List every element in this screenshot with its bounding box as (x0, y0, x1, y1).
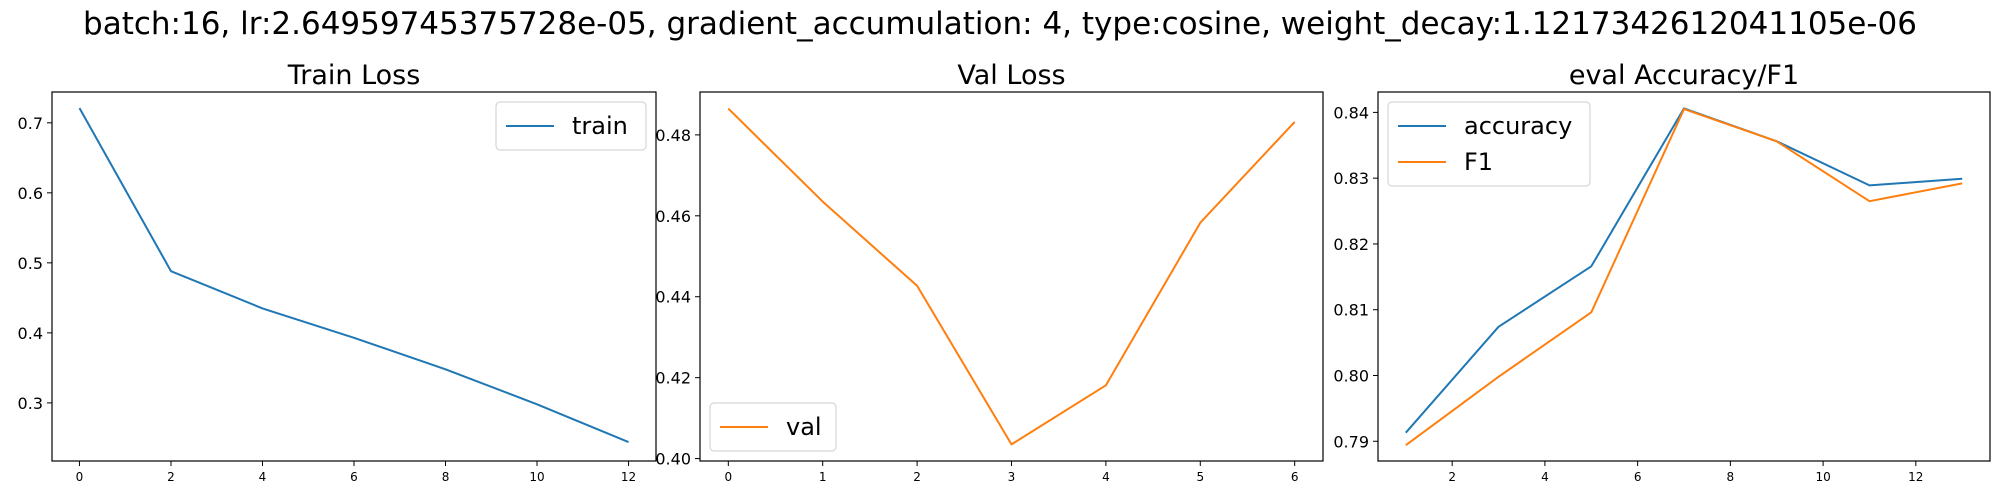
y-tick-label: 0.46 (655, 207, 691, 226)
y-tick-label: 0.5 (18, 254, 43, 273)
panel-eval-accuracy-f1: eval Accuracy/F1 2 4 6 8 10 12 0.79 0.80 0.81 0.82… (1333, 60, 1991, 484)
y-tick-label: 0.81 (1333, 301, 1369, 320)
panel-title: Train Loss (287, 60, 421, 91)
x-tick-label: 6 (350, 470, 358, 484)
series-line-f1 (1405, 108, 1963, 447)
legend-label-f1: F1 (1464, 148, 1493, 176)
x-tick-label: 0 (76, 470, 84, 484)
x-tick-label: 4 (1102, 470, 1110, 484)
x-tick-label: 6 (1291, 470, 1299, 484)
y-tick-label: 0.6 (18, 184, 43, 203)
y-tick-label: 0.80 (1333, 366, 1369, 385)
y-tick-label: 0.3 (18, 394, 43, 413)
axes-frame (1377, 91, 1991, 462)
x-tick-label: 4 (1541, 470, 1549, 484)
x-tick-label: 2 (913, 470, 921, 484)
legend: val (709, 402, 837, 452)
y-tick-label: 0.4 (18, 324, 43, 343)
figure-suptitle: batch:16, lr:2.64959745375728e-05, gradi… (83, 6, 1917, 42)
y-tick-label: 0.82 (1333, 235, 1369, 254)
x-tick-label: 2 (167, 470, 175, 484)
x-tick-label: 8 (1727, 470, 1735, 484)
y-tick-label: 0.42 (655, 369, 691, 388)
y-tick-label: 0.44 (655, 288, 691, 307)
panel-train-loss: Train Loss 0 2 4 6 8 10 12 0.3 0.4 0.5 0.6 0.7 train (18, 60, 657, 484)
panel-val-loss: Val Loss 0 1 2 3 4 5 6 0.40 0.42 0.44 0.46 0.48 val (655, 60, 1324, 484)
y-tick-label: 0.79 (1333, 432, 1369, 451)
legend: accuracy F1 (1387, 101, 1591, 187)
legend-box (709, 402, 837, 452)
x-tick-label: 6 (1634, 470, 1642, 484)
y-tick-label: 0.48 (655, 126, 691, 145)
x-tick-label: 3 (1008, 470, 1016, 484)
legend: train (495, 101, 647, 151)
x-tick-label: 5 (1196, 470, 1204, 484)
x-tick-label: 2 (1448, 470, 1456, 484)
x-tick-label: 8 (442, 470, 450, 484)
y-tick-label: 0.40 (655, 450, 691, 469)
legend-label-val: val (786, 413, 822, 441)
panel-title: Val Loss (957, 60, 1065, 91)
series-line-val (727, 107, 1296, 446)
panel-title: eval Accuracy/F1 (1569, 60, 1799, 91)
x-tick-label: 10 (529, 470, 544, 484)
legend-box (495, 101, 647, 151)
x-tick-label: 1 (819, 470, 827, 484)
legend-label-accuracy: accuracy (1464, 112, 1572, 140)
legend-label-train: train (572, 112, 628, 140)
y-tick-label: 0.83 (1333, 169, 1369, 188)
y-tick-label: 0.7 (18, 114, 43, 133)
x-tick-label: 12 (1908, 470, 1923, 484)
x-tick-label: 4 (259, 470, 267, 484)
y-tick-label: 0.84 (1333, 103, 1369, 122)
x-tick-label: 12 (621, 470, 636, 484)
x-tick-label: 10 (1815, 470, 1830, 484)
legend-box (1387, 101, 1591, 187)
series-line-train (78, 107, 629, 444)
x-tick-label: 0 (724, 470, 732, 484)
